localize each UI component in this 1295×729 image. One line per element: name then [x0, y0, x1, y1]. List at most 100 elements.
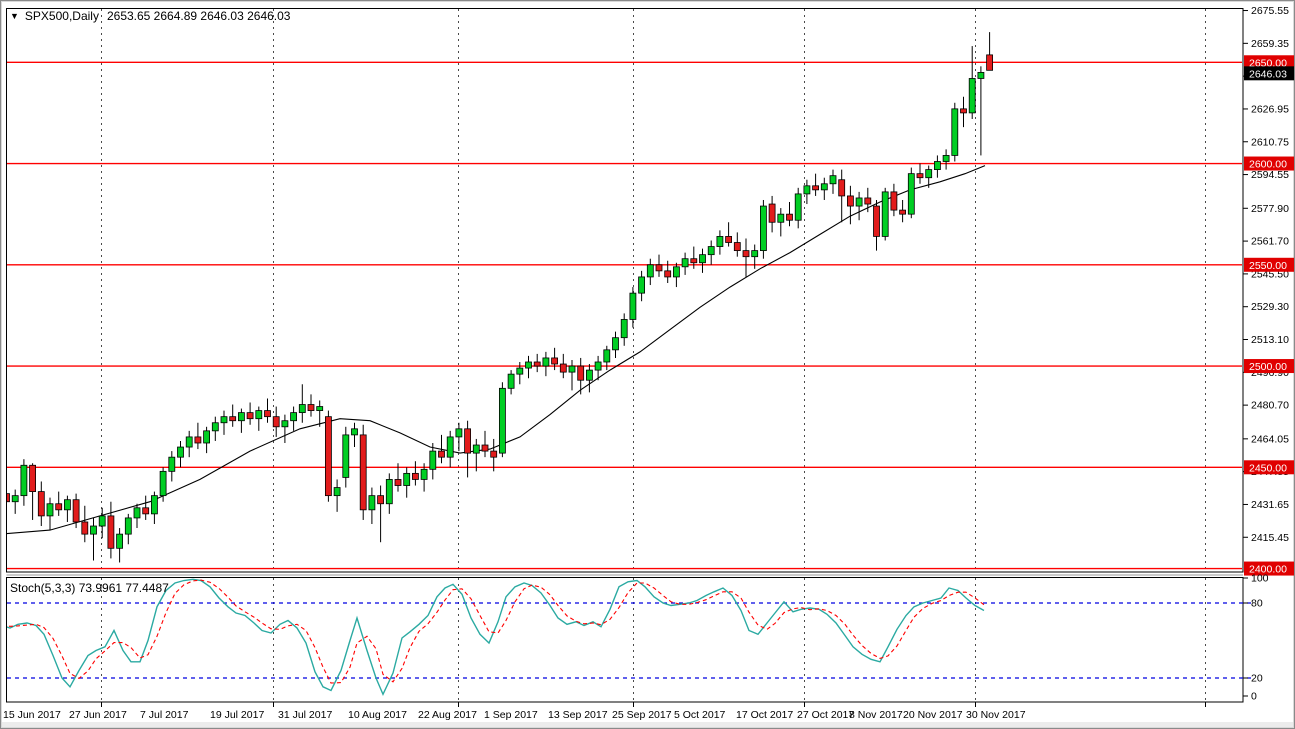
stoch-axis-label: 100 [1251, 573, 1269, 585]
ohlc-values: 2653.65 2664.89 2646.03 2646.03 [106, 9, 291, 23]
bull-candle [612, 337, 619, 351]
bull-candle [333, 487, 341, 497]
price-level-badge: 2450.00 [1244, 460, 1294, 475]
date-label: 31 Jul 2017 [278, 709, 332, 721]
price-axis-label: 2659.35 [1251, 38, 1289, 50]
bull-candle [907, 173, 915, 215]
price-level-badge-label: 2600.00 [1249, 159, 1287, 171]
bear-candle [81, 521, 89, 535]
stoch-pane[interactable] [6, 577, 1244, 703]
bear-candle [533, 361, 541, 367]
time-axis: 15 Jun 2017 27 Jun 2017 7 Jul 2017 19 Jul 2… [3, 702, 1206, 721]
bear-candle [847, 195, 854, 207]
bull-candle [603, 349, 611, 363]
symbol-dropdown-icon[interactable]: ▼ [10, 11, 19, 21]
bull-candle [803, 185, 811, 195]
bull-candle [177, 446, 184, 458]
bull-candle [20, 464, 28, 497]
bear-candle [786, 213, 793, 221]
stoch-axis-label: 0 [1251, 691, 1257, 703]
bull-candle [646, 264, 654, 278]
bear-candle [7, 493, 10, 503]
bear-candle [194, 436, 202, 444]
bull-candle [11, 495, 19, 503]
date-label: 20 Nov 2017 [903, 709, 963, 721]
chart-header: ▼ SPX500,Daily 2653.65 2664.89 2646.03 264… [10, 9, 290, 23]
bear-candle [246, 412, 254, 420]
bull-candle [716, 236, 724, 247]
bull-candle [64, 499, 71, 511]
bull-candle [368, 495, 376, 511]
price-axis-label: 2610.75 [1251, 136, 1289, 148]
bull-candle [150, 495, 158, 515]
bull-candle [820, 183, 828, 191]
bull-candle [290, 412, 298, 422]
bear-candle [229, 416, 237, 422]
bottom-strip [2, 722, 1293, 727]
bull-candle [133, 507, 141, 519]
bull-candle [829, 175, 837, 185]
bull-candle [316, 406, 324, 411]
bull-candle [934, 161, 941, 171]
bull-candle [586, 369, 593, 381]
bull-candle [351, 428, 358, 436]
main-price-pane[interactable] [6, 8, 1244, 573]
bull-candle [525, 361, 532, 369]
price-axis-label: 2415.45 [1251, 532, 1289, 544]
bull-candle [446, 436, 454, 458]
bull-candle [794, 193, 802, 221]
bear-candle [960, 108, 967, 114]
stoch-axis: 100 80 20 0 [1243, 573, 1269, 703]
bull-candle [968, 78, 976, 114]
bull-candle [90, 525, 97, 535]
bull-candle [629, 292, 637, 320]
bull-candle [777, 213, 785, 223]
bear-candle [890, 191, 898, 211]
date-label: 27 Jun 2017 [69, 709, 127, 721]
date-label: 19 Jul 2017 [210, 709, 264, 721]
bear-candle [838, 179, 846, 197]
date-label: 15 Jun 2017 [3, 709, 61, 721]
bull-candle [420, 468, 428, 480]
moving-average-line [7, 165, 986, 535]
bear-candle [411, 472, 419, 480]
date-label: 25 Sep 2017 [612, 709, 672, 721]
bear-candle [264, 410, 271, 418]
price-level-badge: 2650.00 [1244, 55, 1294, 69]
bear-candle [812, 185, 819, 191]
price-axis-label: 2431.65 [1251, 499, 1289, 511]
bear-candle [899, 209, 906, 215]
stoch-axis-label: 20 [1251, 673, 1263, 685]
price-level-badge: 2550.00 [1244, 257, 1294, 272]
bull-candle [568, 365, 576, 373]
price-axis-label: 2464.05 [1251, 433, 1289, 445]
date-label: 1 Sep 2017 [484, 709, 538, 721]
stoch-axis-label: 80 [1251, 598, 1263, 610]
bull-candle [46, 503, 54, 517]
bull-candle [98, 515, 106, 527]
bear-candle [490, 450, 498, 458]
bear-candle [394, 479, 402, 486]
date-label: 7 Jul 2017 [140, 709, 189, 721]
date-label: 22 Aug 2017 [418, 709, 477, 721]
bull-candle [542, 357, 550, 367]
bear-candle [272, 416, 280, 428]
price-level-badge: 2600.00 [1244, 156, 1294, 171]
bull-candle [168, 456, 176, 472]
bear-candle [664, 270, 672, 278]
bull-candle [699, 254, 706, 264]
bull-candle [403, 472, 411, 486]
bear-candle [768, 203, 776, 223]
bull-candle [220, 416, 228, 424]
bull-candle [281, 420, 289, 428]
bear-candle [107, 515, 115, 549]
bear-candle [359, 434, 367, 511]
price-axis-label: 2513.10 [1251, 334, 1289, 346]
bear-candle [725, 236, 732, 243]
bear-candle [864, 197, 872, 205]
price-axis-label: 2480.70 [1251, 400, 1289, 412]
bear-candle [916, 173, 924, 179]
bull-candle [951, 108, 959, 156]
bull-candle [342, 434, 350, 478]
